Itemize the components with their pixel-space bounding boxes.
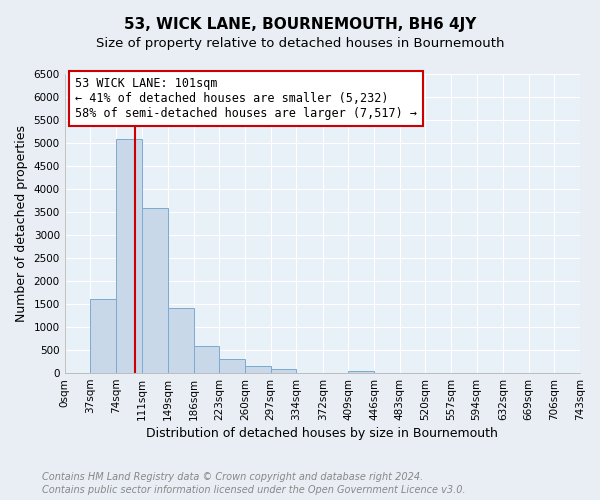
- Bar: [245, 366, 271, 373]
- Bar: [168, 308, 194, 373]
- Y-axis label: Number of detached properties: Number of detached properties: [15, 125, 28, 322]
- Text: Contains HM Land Registry data © Crown copyright and database right 2024.: Contains HM Land Registry data © Crown c…: [42, 472, 423, 482]
- Bar: [220, 360, 245, 373]
- Bar: [349, 371, 374, 373]
- Bar: [271, 370, 296, 373]
- X-axis label: Distribution of detached houses by size in Bournemouth: Distribution of detached houses by size …: [146, 427, 498, 440]
- Bar: [194, 346, 220, 373]
- Bar: [142, 208, 168, 373]
- Bar: [91, 298, 116, 373]
- Text: Size of property relative to detached houses in Bournemouth: Size of property relative to detached ho…: [96, 38, 504, 51]
- Text: Contains public sector information licensed under the Open Government Licence v3: Contains public sector information licen…: [42, 485, 466, 495]
- Bar: [116, 140, 142, 373]
- Text: 53, WICK LANE, BOURNEMOUTH, BH6 4JY: 53, WICK LANE, BOURNEMOUTH, BH6 4JY: [124, 18, 476, 32]
- Text: 53 WICK LANE: 101sqm
← 41% of detached houses are smaller (5,232)
58% of semi-de: 53 WICK LANE: 101sqm ← 41% of detached h…: [75, 77, 417, 120]
